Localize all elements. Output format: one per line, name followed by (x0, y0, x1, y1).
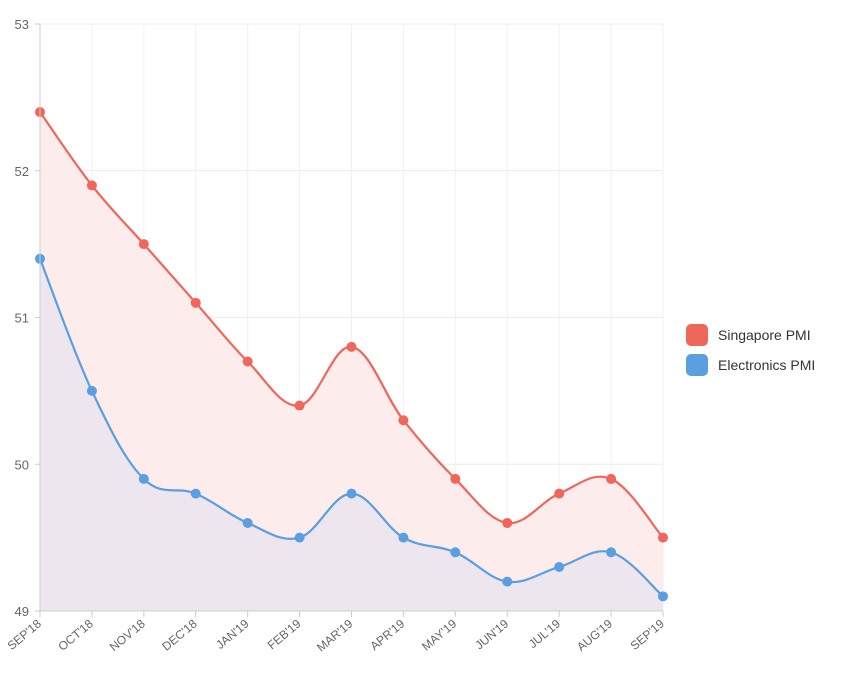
series-points (35, 107, 668, 602)
y-tick-label: 53 (15, 17, 29, 32)
point-electronics-pmi-5[interactable] (294, 532, 305, 543)
x-tick-label: MAY'19 (419, 616, 459, 653)
point-singapore-pmi-10[interactable] (554, 488, 565, 499)
x-tick-label: JUN'19 (472, 616, 511, 652)
x-tick-label: SEP'19 (628, 616, 668, 652)
point-singapore-pmi-7[interactable] (398, 415, 409, 426)
point-electronics-pmi-2[interactable] (138, 473, 149, 484)
point-singapore-pmi-11[interactable] (606, 473, 617, 484)
legend-swatch-singapore-pmi (686, 324, 708, 346)
point-electronics-pmi-8[interactable] (450, 547, 461, 558)
point-electronics-pmi-3[interactable] (190, 488, 201, 499)
point-electronics-pmi-7[interactable] (398, 532, 409, 543)
point-singapore-pmi-12[interactable] (658, 532, 668, 543)
point-singapore-pmi-2[interactable] (138, 239, 149, 250)
y-axis-tick-labels: 49 50 51 52 53 (15, 17, 29, 619)
x-tick-label: MAR'19 (314, 616, 356, 654)
point-singapore-pmi-4[interactable] (242, 356, 253, 367)
area-singapore-pmi (40, 112, 663, 612)
point-electronics-pmi-12[interactable] (658, 591, 668, 602)
y-tick-label: 49 (15, 604, 29, 619)
point-singapore-pmi-8[interactable] (450, 473, 461, 484)
point-singapore-pmi-5[interactable] (294, 400, 305, 411)
legend: Singapore PMI Electronics PMI (686, 320, 815, 380)
legend-item-singapore-pmi[interactable]: Singapore PMI (686, 320, 815, 350)
point-electronics-pmi-1[interactable] (86, 385, 97, 396)
x-tick-label: OCT'18 (55, 616, 96, 653)
point-singapore-pmi-9[interactable] (502, 517, 513, 528)
x-tick-label: JUL'19 (526, 616, 564, 651)
x-tick-label: SEP'18 (5, 616, 45, 652)
point-electronics-pmi-10[interactable] (554, 561, 565, 572)
legend-label-singapore-pmi: Singapore PMI (718, 327, 811, 343)
x-tick-label: APR'19 (367, 616, 407, 653)
point-electronics-pmi-11[interactable] (606, 547, 617, 558)
x-tick-label: AUG'19 (574, 616, 615, 654)
point-electronics-pmi-4[interactable] (242, 517, 253, 528)
legend-item-electronics-pmi[interactable]: Electronics PMI (686, 350, 815, 380)
point-singapore-pmi-1[interactable] (86, 180, 97, 191)
x-tick-label: NOV'18 (107, 616, 148, 654)
point-electronics-pmi-9[interactable] (502, 576, 513, 587)
point-singapore-pmi-6[interactable] (346, 341, 357, 352)
point-singapore-pmi-3[interactable] (190, 297, 201, 308)
y-tick-label: 52 (15, 164, 29, 179)
area-electronics-pmi (40, 258, 663, 611)
x-axis-tick-labels: SEP'18 OCT'18 NOV'18 DEC'18 JAN'19 FEB'19 MAR'… (5, 616, 668, 654)
y-tick-label: 51 (15, 311, 29, 326)
x-tick-label: JAN'19 (213, 616, 252, 652)
legend-swatch-electronics-pmi (686, 354, 708, 376)
x-tick-label: DEC'18 (159, 616, 200, 653)
point-electronics-pmi-6[interactable] (346, 488, 357, 499)
series-areas (40, 112, 663, 612)
x-tick-label: FEB'19 (265, 616, 304, 652)
axes (35, 23, 664, 617)
y-tick-label: 50 (15, 457, 29, 472)
legend-label-electronics-pmi: Electronics PMI (718, 357, 816, 373)
